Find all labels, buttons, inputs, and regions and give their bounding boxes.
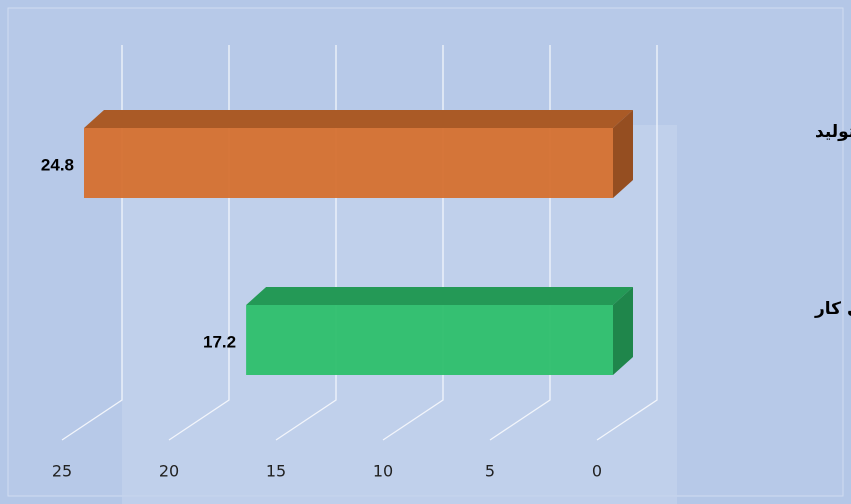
x-tick-label: 5 <box>485 462 495 481</box>
x-tick-label: 0 <box>592 462 602 481</box>
bar-top <box>84 110 633 128</box>
bar-top <box>246 287 633 305</box>
bars <box>84 110 633 375</box>
bar <box>246 305 613 375</box>
category-label: صاحبان نیروی کار <box>814 299 851 319</box>
x-tick-label: 15 <box>266 462 286 481</box>
value-label: 24.8 <box>41 155 74 174</box>
x-tick-label: 25 <box>52 462 72 481</box>
grid-line <box>596 45 658 441</box>
labels: 0 5 10 15 20 25 24.8 مالکان ابزار تولید 17.2 صاحب… <box>41 122 851 481</box>
value-label: 17.2 <box>203 332 236 351</box>
bar <box>84 128 613 198</box>
bar-side <box>613 110 633 198</box>
category-label: مالکان ابزار تولید <box>815 122 851 142</box>
x-tick-label: 10 <box>373 462 393 481</box>
x-tick-label: 20 <box>159 462 179 481</box>
bar-side <box>613 287 633 375</box>
